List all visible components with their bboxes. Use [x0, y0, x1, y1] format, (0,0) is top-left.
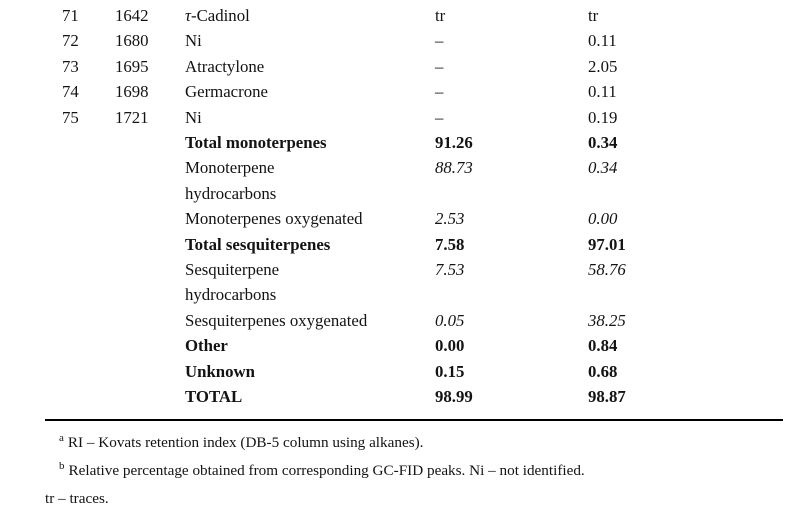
footnote-marker-a: a — [59, 431, 64, 444]
value-sample-b: 0.00 — [588, 209, 618, 229]
value-sample-a: 88.73 — [435, 158, 473, 178]
value-sample-b: 2.05 — [588, 56, 618, 76]
value-sample-b: 0.11 — [588, 82, 617, 102]
footnote-a: a RI – Kovats retention index (DB-5 colum… — [45, 429, 787, 457]
value-sample-b: 0.84 — [588, 336, 618, 356]
value-sample-b: tr — [588, 6, 599, 25]
value-sample-b: 38.25 — [588, 310, 626, 330]
compound-name: Atractylone — [185, 56, 265, 76]
compound-name: Ni — [185, 31, 202, 51]
compound-number: 74 — [62, 82, 79, 102]
value-sample-a: 0.00 — [435, 336, 465, 356]
footnote-tr: tr – traces. — [45, 485, 787, 513]
summary-label: Total monoterpenes — [185, 133, 327, 153]
value-sample-b: 0.68 — [588, 361, 618, 381]
value-sample-a: tr — [435, 6, 446, 25]
compound-name-greek: τ — [185, 6, 192, 25]
value-sample-b: 58.76 — [588, 260, 626, 280]
value-sample-a: 0.05 — [435, 310, 465, 330]
value-sample-b: 98.87 — [588, 387, 626, 407]
table-row: 72 1680 Ni – 0.11 — [62, 28, 792, 53]
table-bottom-rule — [45, 419, 783, 421]
compound-number: 73 — [62, 56, 79, 76]
table-row: 75 1721 Ni – 0.19 — [62, 105, 792, 130]
value-sample-a: – — [435, 56, 444, 76]
summary-label: Sesquiterpenes oxygenated — [185, 310, 368, 330]
summary-row: Sesquiterpene hydrocarbons 7.53 58.76 — [62, 257, 792, 308]
value-sample-b: 0.34 — [588, 158, 618, 178]
summary-label: Unknown — [185, 361, 255, 381]
retention-index: 1680 — [115, 31, 149, 51]
compound-number: 75 — [62, 107, 79, 127]
compound-number: 71 — [62, 6, 79, 25]
summary-row: TOTAL 98.99 98.87 — [62, 384, 792, 409]
footnote-b: b Relative percentage obtained from corre… — [45, 457, 787, 485]
value-sample-a: 91.26 — [435, 133, 473, 153]
summary-label: Monoterpenes oxygenated — [185, 209, 363, 229]
value-sample-a: – — [435, 107, 444, 127]
value-sample-a: 7.53 — [435, 260, 465, 280]
summary-label: Monoterpene hydrocarbons — [185, 158, 277, 203]
value-sample-b: 97.01 — [588, 234, 626, 254]
value-sample-a: 98.99 — [435, 387, 473, 407]
value-sample-a: 2.53 — [435, 209, 465, 229]
summary-label: TOTAL — [185, 387, 243, 407]
summary-row: Total sesquiterpenes 7.58 97.01 — [62, 232, 792, 257]
footnote-marker-b: b — [59, 460, 65, 473]
compound-name: τ-Cadinol — [185, 3, 435, 28]
retention-index: 1695 — [115, 56, 149, 76]
compound-name-text: -Cadinol — [191, 6, 250, 25]
summary-label: Total sesquiterpenes — [185, 234, 331, 254]
table-row: 74 1698 Germacrone – 0.11 — [62, 79, 792, 104]
table-row: 73 1695 Atractylone – 2.05 — [62, 54, 792, 79]
value-sample-a: 0.15 — [435, 361, 465, 381]
retention-index: 1698 — [115, 82, 149, 102]
value-sample-a: 7.58 — [435, 234, 465, 254]
summary-row: Unknown 0.15 0.68 — [62, 359, 792, 384]
summary-row: Monoterpenes oxygenated 2.53 0.00 — [62, 206, 792, 231]
summary-row: Sesquiterpenes oxygenated 0.05 38.25 — [62, 308, 792, 333]
compound-name: Ni — [185, 107, 202, 127]
retention-index: 1642 — [115, 6, 149, 25]
value-sample-b: 0.19 — [588, 107, 618, 127]
compound-number: 72 — [62, 31, 79, 51]
summary-row: Other 0.00 0.84 — [62, 333, 792, 358]
summary-row: Total monoterpenes 91.26 0.34 — [62, 130, 792, 155]
summary-label: Sesquiterpene hydrocarbons — [185, 260, 280, 305]
compound-name: Germacrone — [185, 82, 268, 102]
compound-table: 71 1642 τ-Cadinol tr tr 72 1680 Ni – 0.1… — [62, 3, 792, 410]
summary-row: Monoterpene hydrocarbons 88.73 0.34 — [62, 155, 792, 206]
footnote-text: tr – traces. — [45, 490, 109, 508]
value-sample-b: 0.11 — [588, 31, 617, 51]
footnote-text: RI – Kovats retention index (DB-5 column… — [67, 434, 424, 451]
table-row: 71 1642 τ-Cadinol tr tr — [62, 3, 792, 28]
retention-index: 1721 — [115, 107, 149, 127]
summary-label: Other — [185, 336, 228, 356]
value-sample-a: – — [435, 31, 444, 51]
footnote-text: Relative percentage obtained from corres… — [68, 462, 585, 480]
value-sample-a: – — [435, 82, 444, 102]
value-sample-b: 0.34 — [588, 133, 618, 153]
footnotes: a RI – Kovats retention index (DB-5 colum… — [45, 429, 787, 514]
